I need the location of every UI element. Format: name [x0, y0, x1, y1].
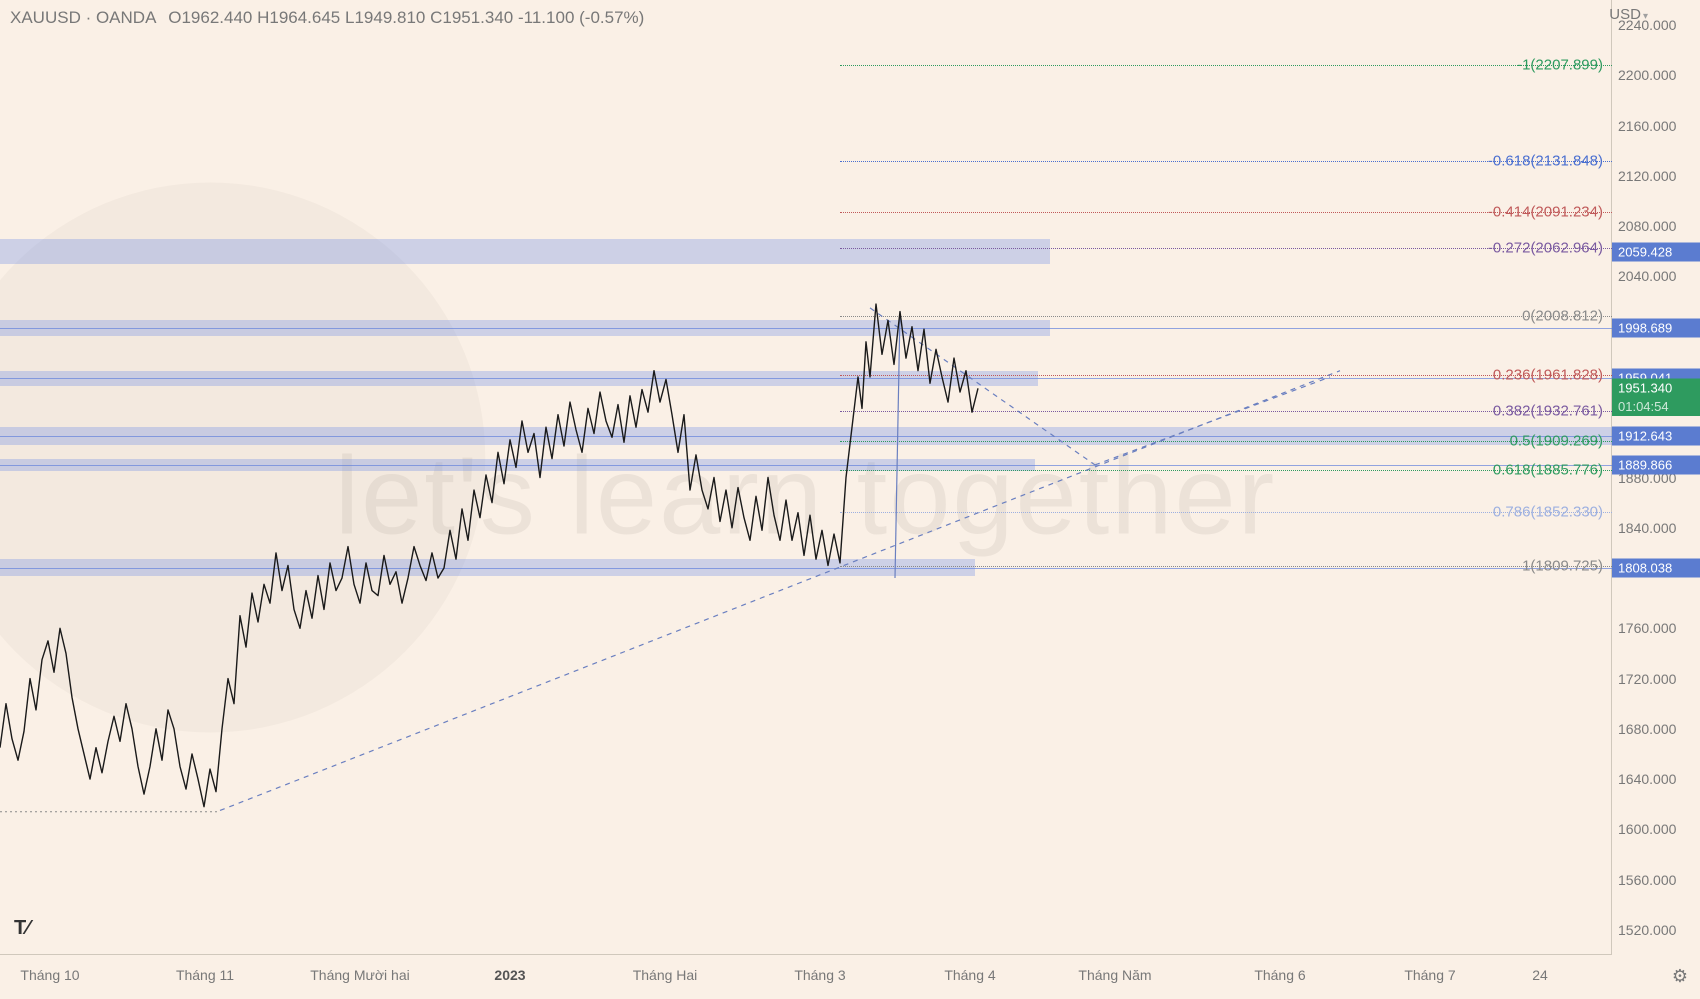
x-tick: Tháng 11: [176, 967, 234, 983]
y-tick: 1760.000: [1618, 620, 1676, 636]
watermark: let's learn together: [335, 433, 1277, 560]
fib-line[interactable]: [840, 316, 1612, 317]
fib-line[interactable]: [840, 566, 1612, 567]
x-axis[interactable]: Tháng 10 Tháng 11 Tháng Mười hai 2023 Tháng …: [0, 955, 1612, 999]
x-tick: Tháng 3: [794, 967, 845, 983]
zone-border-line: [0, 436, 1612, 437]
y-tick: 2040.000: [1618, 268, 1676, 284]
x-tick: Tháng Năm: [1078, 967, 1151, 983]
fib-label: 0.382(1932.761): [1493, 403, 1603, 420]
price-tag: 2059.428: [1612, 243, 1700, 262]
y-tick: 1560.000: [1618, 872, 1676, 888]
x-tick: Tháng 6: [1254, 967, 1305, 983]
x-tick: Tháng 4: [944, 967, 995, 983]
fib-label: 0(2008.812): [1522, 307, 1603, 324]
chart-header[interactable]: XAUUSD · OANDA O1962.440 H1964.645 L1949…: [10, 8, 644, 28]
zone-border-line: [0, 378, 1612, 379]
fib-label: -0.272(2062.964): [1488, 239, 1603, 256]
fib-label: 0.236(1961.828): [1493, 366, 1603, 383]
fib-label: 0.786(1852.330): [1493, 504, 1603, 521]
price-tag: 1998.689: [1612, 319, 1700, 338]
fib-line[interactable]: [840, 441, 1612, 442]
x-tick: Tháng 7: [1404, 967, 1455, 983]
symbol-label[interactable]: XAUUSD · OANDA: [10, 8, 155, 27]
zone-border-line: [0, 568, 1612, 569]
y-tick: 2080.000: [1618, 218, 1676, 234]
countdown-timer: 01:04:54: [1612, 397, 1700, 416]
ohlc-readout: O1962.440 H1964.645 L1949.810 C1951.340 …: [168, 8, 644, 27]
zone-border-line: [0, 328, 1612, 329]
y-tick: 1520.000: [1618, 922, 1676, 938]
tradingview-logo[interactable]: T⁄: [14, 917, 30, 940]
price-layer: [0, 0, 1612, 955]
price-tag: 1889.866: [1612, 456, 1700, 475]
currency-dropdown[interactable]: USD: [1609, 6, 1648, 23]
price-tag: 1912.643: [1612, 427, 1700, 446]
y-tick: 2160.000: [1618, 118, 1676, 134]
fib-label: 1(1809.725): [1522, 557, 1603, 574]
price-tag: 1808.038: [1612, 558, 1700, 577]
y-tick: 2120.000: [1618, 168, 1676, 184]
y-axis[interactable]: 2240.0002200.0002160.0002120.0002080.000…: [1612, 0, 1700, 955]
fib-label: -1(2207.899): [1517, 57, 1603, 74]
x-tick: Tháng Mười hai: [310, 967, 409, 983]
x-tick: Tháng 10: [20, 967, 79, 983]
settings-gear-icon[interactable]: ⚙: [1672, 966, 1688, 987]
chart-area[interactable]: let's learn together XAUUSD · OANDA O196…: [0, 0, 1612, 955]
price-zone[interactable]: [0, 239, 1050, 264]
y-tick: 1840.000: [1618, 520, 1676, 536]
y-tick: 1640.000: [1618, 771, 1676, 787]
fib-label: 0.618(1885.776): [1493, 462, 1603, 479]
x-tick: 2023: [494, 967, 525, 983]
y-tick: 1680.000: [1618, 721, 1676, 737]
x-tick: Tháng Hai: [633, 967, 698, 983]
fib-line[interactable]: [840, 65, 1612, 66]
y-tick: 2200.000: [1618, 67, 1676, 83]
fib-label: 0.5(1909.269): [1510, 432, 1603, 449]
y-tick: 1600.000: [1618, 821, 1676, 837]
fib-label: -0.414(2091.234): [1488, 204, 1603, 221]
price-tag: 1951.340: [1612, 378, 1700, 397]
trendlines-layer: [0, 0, 1612, 955]
fib-label: -0.618(2131.848): [1488, 153, 1603, 170]
y-tick: 1720.000: [1618, 671, 1676, 687]
x-tick: 24: [1532, 967, 1548, 983]
zone-border-line: [0, 465, 1612, 466]
